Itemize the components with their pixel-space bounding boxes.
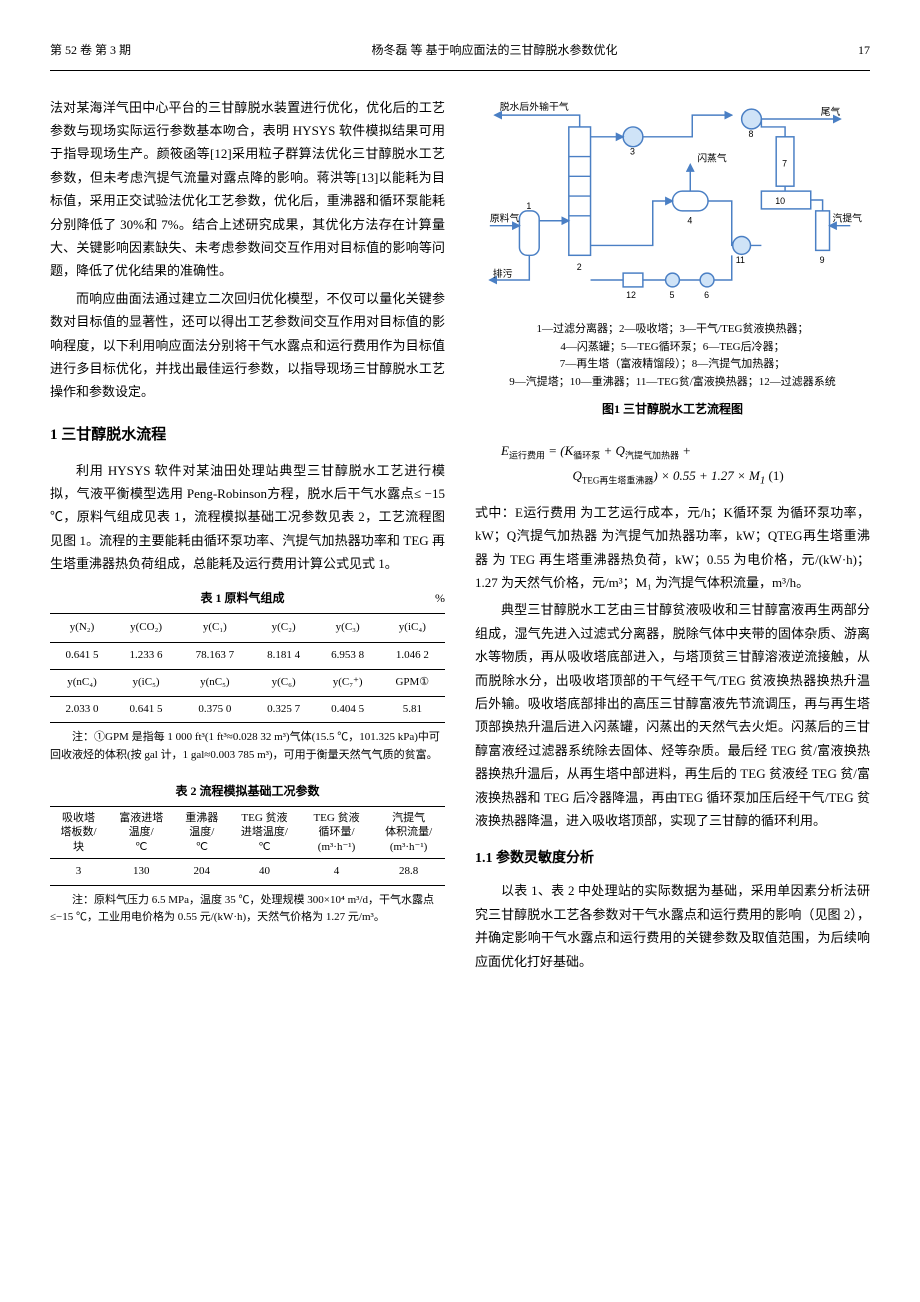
svg-text:11: 11	[736, 255, 745, 265]
diagram-label-tail: 尾气	[821, 105, 841, 118]
svg-text:8: 8	[749, 128, 754, 138]
diagram-label-drain: 排污	[493, 267, 513, 280]
diagram-label-strip: 汽提气	[832, 211, 862, 224]
svg-text:6: 6	[704, 289, 709, 299]
t1-h2-2: y(nC₅)	[178, 669, 252, 696]
svg-text:2: 2	[577, 262, 582, 272]
table2-title: 表 2 流程模拟基础工况参数	[50, 781, 445, 803]
t2-h1: 富液进塔温度/℃	[107, 807, 175, 859]
t1-r1-5: 1.046 2	[380, 643, 445, 670]
t2-h5: 汽提气体积流量/(m³·h⁻¹)	[372, 807, 445, 859]
para-r3: 以表 1、表 2 中处理站的实际数据为基础，采用单因素分析法研究三甘醇脱水工艺各…	[475, 879, 870, 973]
header-center: 杨冬磊 等 基于响应面法的三甘醇脱水参数优化	[372, 40, 618, 62]
table1: y(N₂) y(CO₂) y(C₁) y(C₂) y(C₃) y(iC₄) 0.…	[50, 613, 445, 723]
diagram-label-top: 脱水后外输干气	[500, 100, 569, 113]
t1-h1-5: y(iC₄)	[380, 614, 445, 643]
t2-r1: 130	[107, 859, 175, 886]
t1-h1-0: y(N₂)	[50, 614, 114, 643]
t1-r1-2: 78.163 7	[178, 643, 252, 670]
t1-r2-5: 5.81	[380, 696, 445, 723]
t1-r1-0: 0.641 5	[50, 643, 114, 670]
table1-title-text: 表 1 原料气组成	[200, 591, 284, 605]
t1-r1-3: 8.181 4	[252, 643, 316, 670]
legend-line-1: 1—过滤分离器；2—吸收塔；3—干气/TEG贫液换热器；	[475, 321, 870, 339]
t1-h1-1: y(CO₂)	[114, 614, 178, 643]
eq-num: (1)	[769, 468, 784, 483]
t2-h0: 吸收塔塔板数/块	[50, 807, 107, 859]
t1-r2-0: 2.033 0	[50, 696, 114, 723]
svg-text:7: 7	[782, 158, 787, 168]
t1-h1-2: y(C₁)	[178, 614, 252, 643]
eq-desc: 式中：E运行费用 为工艺运行成本，元/h；K循环泵 为循环泵功率，kW；Q汽提气…	[475, 501, 870, 595]
t2-h4: TEG 贫液循环量/(m³·h⁻¹)	[301, 807, 372, 859]
svg-text:4: 4	[687, 215, 692, 225]
t1-h1-4: y(C₃)	[316, 614, 380, 643]
t1-r1-4: 6.953 8	[316, 643, 380, 670]
diagram-legend: 1—过滤分离器；2—吸收塔；3—干气/TEG贫液换热器； 4—闪蒸罐；5—TEG…	[475, 321, 870, 391]
t1-h2-0: y(nC₄)	[50, 669, 114, 696]
para-2: 而响应曲面法通过建立二次回归优化模型，不仅可以量化关键参数对目标值的显著性，还可…	[50, 287, 445, 404]
legend-line-3: 7—再生塔（富液精馏段）；8—汽提气加热器；	[475, 356, 870, 374]
t2-r0: 3	[50, 859, 107, 886]
t2-r2: 204	[175, 859, 228, 886]
section-1-1-title: 1.1 参数灵敏度分析	[475, 846, 870, 871]
table2: 吸收塔塔板数/块 富液进塔温度/℃ 重沸器温度/℃ TEG 贫液进塔温度/℃ T…	[50, 806, 445, 886]
legend-line-2: 4—闪蒸罐；5—TEG循环泵；6—TEG后冷器；	[475, 339, 870, 357]
table2-note: 注：原料气压力 6.5 MPa，温度 35 ℃，处理规模 300×10⁴ m³/…	[50, 892, 445, 927]
process-diagram: 1 2 3 4 5 6 7 8 9 10 11 12 脱水后外输干气 尾气 闪蒸…	[475, 96, 870, 306]
t1-h2-3: y(C₆)	[252, 669, 316, 696]
diagram-label-feed: 原料气	[490, 211, 520, 224]
t2-h2: 重沸器温度/℃	[175, 807, 228, 859]
header-left: 第 52 卷 第 3 期	[50, 40, 131, 62]
t1-h2-4: y(C₇⁺)	[316, 669, 380, 696]
table1-title: 表 1 原料气组成 %	[50, 588, 445, 610]
t1-h1-3: y(C₂)	[252, 614, 316, 643]
t1-h2-5: GPM①	[380, 669, 445, 696]
para-r2: 典型三甘醇脱水工艺由三甘醇贫液吸收和三甘醇富液再生两部分组成，湿气先进入过滤式分…	[475, 598, 870, 832]
equation-1: E运行费用 = (K循环泵 + Q汽提气加热器 + QTEG再生塔重沸器) × …	[501, 439, 870, 491]
t1-h2-1: y(iC₅)	[114, 669, 178, 696]
main-content: 法对某海洋气田中心平台的三甘醇脱水装置进行优化，优化后的工艺参数与现场实际运行参…	[50, 96, 870, 977]
table1-note: 注：①GPM 是指每 1 000 ft³(1 ft³≈0.028 32 m³)气…	[50, 729, 445, 764]
t2-h3: TEG 贫液进塔温度/℃	[228, 807, 301, 859]
right-column: 1 2 3 4 5 6 7 8 9 10 11 12 脱水后外输干气 尾气 闪蒸…	[475, 96, 870, 977]
section-1-title: 1 三甘醇脱水流程	[50, 422, 445, 449]
t2-r3: 40	[228, 859, 301, 886]
t2-r5: 28.8	[372, 859, 445, 886]
svg-text:9: 9	[820, 255, 825, 265]
para-1: 法对某海洋气田中心平台的三甘醇脱水装置进行优化，优化后的工艺参数与现场实际运行参…	[50, 96, 445, 283]
figure1-title: 图1 三甘醇脱水工艺流程图	[475, 399, 870, 421]
svg-text:12: 12	[626, 289, 636, 299]
svg-text:10: 10	[775, 196, 785, 206]
page-header: 第 52 卷 第 3 期 杨冬磊 等 基于响应面法的三甘醇脱水参数优化 17	[50, 40, 870, 71]
svg-text:3: 3	[630, 146, 635, 156]
left-column: 法对某海洋气田中心平台的三甘醇脱水装置进行优化，优化后的工艺参数与现场实际运行参…	[50, 96, 445, 977]
t1-r1-1: 1.233 6	[114, 643, 178, 670]
svg-text:1: 1	[526, 200, 531, 210]
t1-r2-1: 0.641 5	[114, 696, 178, 723]
t1-r2-3: 0.325 7	[252, 696, 316, 723]
para-3: 利用 HYSYS 软件对某油田处理站典型三甘醇脱水工艺进行模拟，气液平衡模型选用…	[50, 459, 445, 576]
header-right: 17	[858, 40, 870, 62]
diagram-label-flash: 闪蒸气	[697, 151, 727, 164]
svg-text:5: 5	[670, 289, 675, 299]
t1-r2-4: 0.404 5	[316, 696, 380, 723]
t2-r4: 4	[301, 859, 372, 886]
t1-r2-2: 0.375 0	[178, 696, 252, 723]
legend-line-4: 9—汽提塔；10—重沸器；11—TEG贫/富液换热器；12—过滤器系统	[475, 374, 870, 392]
table1-unit: %	[435, 588, 445, 610]
